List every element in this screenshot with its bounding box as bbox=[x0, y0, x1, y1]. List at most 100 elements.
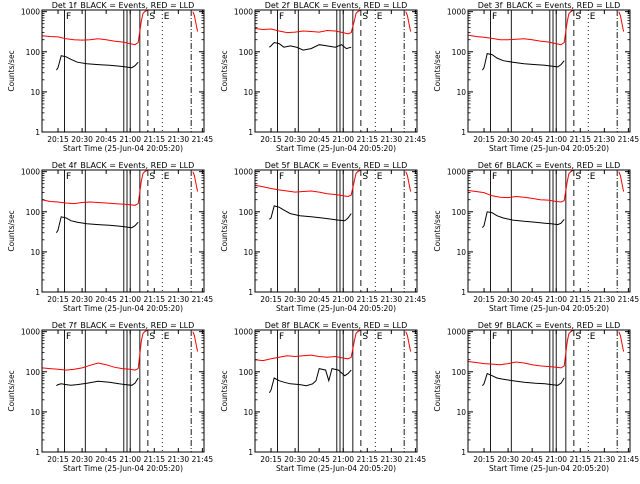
x-tick-label: 21:30 bbox=[594, 295, 616, 304]
x-tick-label: 21:45 bbox=[618, 135, 640, 144]
x-tick-label: 21:00 bbox=[332, 295, 354, 304]
events-series-line bbox=[481, 53, 565, 71]
lld-series-line bbox=[192, 171, 199, 192]
x-tick-label: 20:15 bbox=[260, 135, 282, 144]
x-tick-label: 21:45 bbox=[192, 295, 214, 304]
y-axis-label: Counts/sec bbox=[7, 50, 16, 91]
y-tick-label: 1000 bbox=[21, 328, 40, 337]
x-tick-label: 20:15 bbox=[473, 295, 495, 304]
events-series-line bbox=[55, 216, 139, 233]
time-marker-label: S bbox=[575, 12, 581, 22]
lld-series-line bbox=[618, 171, 625, 192]
x-tick-label: 20:15 bbox=[260, 295, 282, 304]
lld-series-line bbox=[618, 11, 625, 32]
y-tick-label: 1 bbox=[35, 288, 40, 297]
x-tick-label: 21:00 bbox=[545, 455, 567, 464]
panel-title: Det 5f_BLACK = Events, RED = LLD bbox=[265, 161, 408, 170]
y-axis-label: Counts/sec bbox=[7, 210, 16, 251]
detector-panel: Det 7f_BLACK = Events, RED = LLD F S E 20:15… bbox=[7, 321, 213, 473]
y-tick-label: 10 bbox=[30, 408, 40, 417]
lld-series-line bbox=[41, 169, 149, 206]
y-tick-label: 1000 bbox=[447, 168, 466, 177]
x-tick-label: 20:45 bbox=[308, 295, 330, 304]
lld-series-line bbox=[467, 169, 575, 203]
x-tick-label: 21:30 bbox=[168, 455, 190, 464]
x-tick-label: 20:30 bbox=[497, 295, 519, 304]
y-tick-label: 100 bbox=[452, 48, 467, 57]
x-tick-label: 21:00 bbox=[332, 455, 354, 464]
x-tick-label: 20:30 bbox=[71, 295, 93, 304]
time-marker-label: S bbox=[575, 332, 581, 342]
lld-series-line bbox=[192, 11, 199, 32]
x-tick-label: 21:45 bbox=[405, 455, 427, 464]
x-tick-label: 21:15 bbox=[356, 135, 378, 144]
x-tick-label: 21:15 bbox=[356, 455, 378, 464]
time-marker-label: S bbox=[149, 12, 155, 22]
detector-panel: Det 2f_BLACK = Events, RED = LLD F S E 20:15… bbox=[220, 1, 426, 153]
detector-panel: Det 8f_BLACK = Events, RED = LLD F S E 20:15… bbox=[220, 321, 426, 473]
x-axis-label: Start Time (25-Jun-04 20:05:20) bbox=[489, 144, 609, 153]
time-marker-label: E bbox=[590, 172, 596, 182]
time-marker-label: S bbox=[575, 172, 581, 182]
events-series-line bbox=[269, 205, 352, 222]
x-axis-label: Start Time (25-Jun-04 20:05:20) bbox=[276, 144, 396, 153]
x-tick-label: 21:30 bbox=[594, 135, 616, 144]
x-tick-label: 20:15 bbox=[47, 455, 69, 464]
y-tick-label: 100 bbox=[26, 368, 41, 377]
x-tick-label: 21:45 bbox=[192, 135, 214, 144]
time-marker-label: S bbox=[362, 12, 368, 22]
lld-series-line bbox=[405, 11, 412, 32]
lld-series-line bbox=[254, 169, 362, 198]
x-tick-label: 21:30 bbox=[168, 295, 190, 304]
time-marker-label: E bbox=[377, 172, 383, 182]
lld-series-line bbox=[254, 9, 362, 35]
panel-title: Det 9f_BLACK = Events, RED = LLD bbox=[478, 321, 621, 330]
detector-panel: Det 3f_BLACK = Events, RED = LLD F S E 20:15… bbox=[433, 1, 639, 153]
x-tick-label: 21:30 bbox=[381, 455, 403, 464]
x-tick-label: 21:45 bbox=[192, 455, 214, 464]
x-tick-label: 21:30 bbox=[381, 135, 403, 144]
x-axis-label: Start Time (25-Jun-04 20:05:20) bbox=[63, 304, 183, 313]
x-tick-label: 21:15 bbox=[143, 135, 165, 144]
y-tick-label: 10 bbox=[456, 408, 466, 417]
x-axis-label: Start Time (25-Jun-04 20:05:20) bbox=[63, 464, 183, 473]
time-marker-label: E bbox=[377, 332, 383, 342]
lld-series-line bbox=[467, 329, 575, 369]
y-tick-label: 10 bbox=[243, 248, 253, 257]
x-tick-label: 20:45 bbox=[95, 295, 117, 304]
x-tick-label: 20:15 bbox=[47, 295, 69, 304]
x-tick-label: 21:00 bbox=[119, 455, 141, 464]
x-axis-label: Start Time (25-Jun-04 20:05:20) bbox=[489, 464, 609, 473]
x-tick-label: 21:00 bbox=[119, 295, 141, 304]
time-marker-label: E bbox=[377, 12, 383, 22]
y-tick-label: 100 bbox=[452, 368, 467, 377]
y-axis-label: Counts/sec bbox=[7, 370, 16, 411]
time-marker-label: F bbox=[66, 12, 71, 22]
x-tick-label: 20:30 bbox=[284, 295, 306, 304]
y-tick-label: 1 bbox=[461, 448, 466, 457]
y-tick-label: 1000 bbox=[234, 328, 253, 337]
y-tick-label: 100 bbox=[452, 208, 467, 217]
x-tick-label: 20:45 bbox=[521, 455, 543, 464]
y-tick-label: 10 bbox=[456, 248, 466, 257]
panel-title: Det 6f_BLACK = Events, RED = LLD bbox=[478, 161, 621, 170]
x-tick-label: 20:30 bbox=[497, 135, 519, 144]
x-axis-label: Start Time (25-Jun-04 20:05:20) bbox=[276, 304, 396, 313]
panel-title: Det 4f_BLACK = Events, RED = LLD bbox=[52, 161, 195, 170]
y-tick-label: 100 bbox=[239, 48, 254, 57]
events-series-line bbox=[55, 55, 139, 71]
y-tick-label: 1 bbox=[248, 448, 253, 457]
x-tick-label: 21:45 bbox=[618, 295, 640, 304]
plot-frame bbox=[467, 329, 631, 453]
y-axis-label: Counts/sec bbox=[433, 50, 442, 91]
x-axis-label: Start Time (25-Jun-04 20:05:20) bbox=[276, 464, 396, 473]
y-tick-label: 10 bbox=[243, 408, 253, 417]
y-tick-label: 10 bbox=[456, 88, 466, 97]
x-tick-label: 20:15 bbox=[473, 455, 495, 464]
x-tick-label: 21:15 bbox=[143, 455, 165, 464]
y-axis-label: Counts/sec bbox=[220, 50, 229, 91]
x-tick-label: 21:00 bbox=[119, 135, 141, 144]
x-tick-label: 21:15 bbox=[143, 295, 165, 304]
x-tick-label: 21:30 bbox=[594, 455, 616, 464]
